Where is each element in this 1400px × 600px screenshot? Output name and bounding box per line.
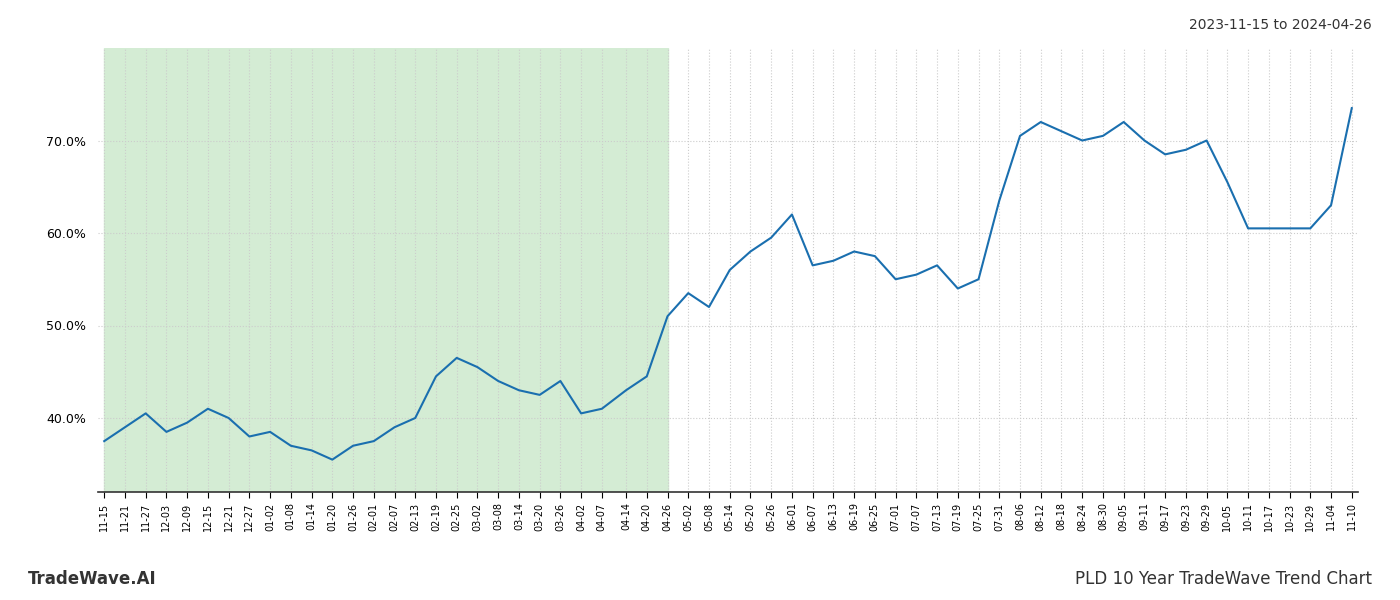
Text: 2023-11-15 to 2024-04-26: 2023-11-15 to 2024-04-26 bbox=[1189, 18, 1372, 32]
Text: TradeWave.AI: TradeWave.AI bbox=[28, 570, 157, 588]
Bar bbox=[104, 48, 668, 492]
Text: PLD 10 Year TradeWave Trend Chart: PLD 10 Year TradeWave Trend Chart bbox=[1075, 570, 1372, 588]
